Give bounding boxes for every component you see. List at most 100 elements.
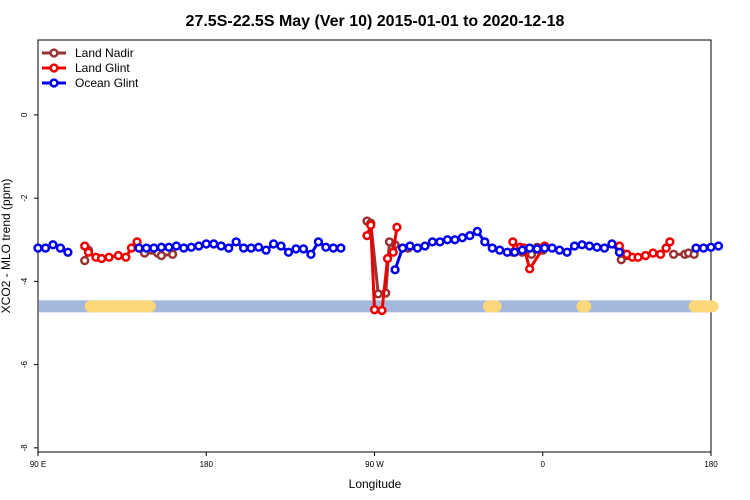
data-point [283, 247, 294, 257]
data-point [134, 243, 144, 253]
data-point [706, 242, 716, 252]
data-point [362, 230, 372, 241]
legend-swatch-marker [49, 78, 59, 88]
data-point [577, 240, 587, 250]
data-point [532, 244, 542, 254]
data-point [238, 243, 249, 253]
data-point [194, 241, 204, 251]
data-point [171, 241, 181, 251]
land-mask [39, 300, 719, 313]
data-point [382, 253, 393, 264]
x-tick-label: 90 W [365, 460, 384, 469]
data-point [231, 237, 241, 247]
data-point [369, 305, 380, 315]
data-point [276, 241, 286, 251]
data-point [420, 241, 430, 251]
data-point [525, 243, 535, 253]
y-tick-label: -6 [20, 361, 29, 369]
chart-title: 27.5S-22.5S May (Ver 10) 2015-01-01 to 2… [186, 13, 565, 30]
data-point [201, 239, 211, 249]
data-point [510, 247, 520, 257]
legend-swatch-marker [49, 48, 59, 58]
data-point [179, 243, 189, 253]
data-point [517, 245, 527, 255]
data-point [164, 242, 174, 252]
series-land-glint [80, 220, 675, 316]
data-point [156, 242, 167, 252]
data-point [655, 249, 666, 259]
data-point [63, 247, 73, 257]
y-tick-label: -8 [20, 444, 29, 452]
legend-swatch-marker [49, 63, 59, 73]
data-point [126, 243, 137, 253]
data-point [33, 243, 43, 253]
data-point [253, 242, 264, 252]
data-point [216, 241, 226, 251]
data-point [698, 243, 709, 253]
data-point [633, 252, 643, 262]
y-tick-label: 0 [20, 112, 29, 117]
data-point [321, 242, 331, 252]
legend-label: Ocean Glint [75, 76, 139, 90]
data-point [547, 243, 557, 253]
data-point [539, 243, 550, 253]
data-point [83, 247, 94, 257]
data-point [167, 249, 178, 259]
x-axis-label: Longitude [349, 477, 402, 491]
data-point [397, 243, 408, 253]
data-point [377, 305, 387, 316]
data-point [713, 241, 724, 251]
data-point [306, 249, 316, 259]
data-point [668, 249, 679, 259]
x-tick-label: 180 [704, 460, 718, 469]
legend-item: Land Glint [42, 61, 130, 75]
data-point [390, 265, 400, 275]
data-point [607, 239, 617, 249]
data-point [113, 250, 124, 261]
data-point [465, 230, 475, 241]
data-point [427, 237, 438, 247]
data-point [472, 226, 482, 237]
data-point [96, 253, 107, 264]
land-segment [482, 300, 502, 313]
data-point [405, 241, 415, 251]
x-tick-label: 90 E [30, 460, 46, 469]
data-point [599, 243, 610, 253]
data-point [412, 243, 423, 253]
data-point [366, 220, 376, 230]
data-point [508, 237, 518, 247]
data-point [313, 237, 324, 247]
data-point [480, 237, 490, 247]
legend-label: Land Nadir [75, 46, 134, 60]
data-point [495, 245, 505, 255]
data-point [156, 250, 167, 261]
data-point [373, 289, 383, 299]
legend-label: Land Glint [75, 61, 130, 75]
data-point [562, 247, 572, 257]
data-point [450, 235, 460, 245]
series-layer [33, 216, 724, 316]
land-segment [576, 300, 592, 313]
data-point [457, 233, 468, 243]
data-point [246, 243, 256, 253]
data-point [268, 239, 279, 249]
data-point [525, 264, 535, 274]
data-point [55, 243, 66, 253]
data-point [149, 243, 159, 253]
y-tick-label: -2 [20, 194, 29, 202]
data-point [665, 237, 675, 247]
y-axis-label: XCO2 - MLO trend (ppm) [0, 179, 13, 314]
legend-item: Land Nadir [42, 46, 134, 60]
data-point [442, 235, 453, 245]
data-point [691, 243, 701, 253]
data-point [80, 241, 90, 251]
legend-item: Ocean Glint [42, 76, 139, 90]
data-point [648, 248, 658, 258]
data-point [435, 237, 445, 247]
data-point [614, 247, 625, 257]
data-point [584, 241, 595, 251]
data-point [328, 243, 339, 253]
data-point [261, 245, 271, 255]
